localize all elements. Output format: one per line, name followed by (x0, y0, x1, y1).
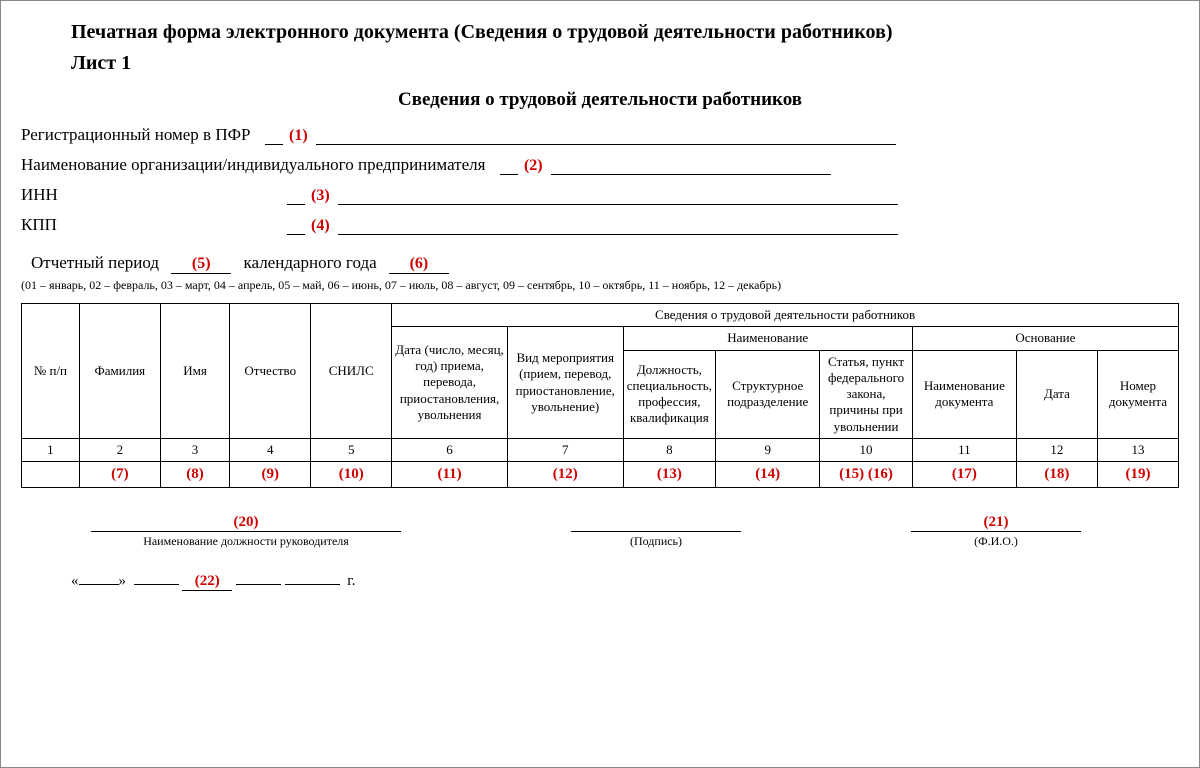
field-reg-number: Регистрационный номер в ПФР (1) (21, 125, 1179, 145)
kpp-label: КПП (21, 215, 281, 235)
marker-22: (22) (182, 573, 232, 591)
col-group-name: Наименование (623, 327, 912, 350)
col-doc-number: Номер документа (1097, 350, 1178, 438)
marker-6: (6) (389, 255, 449, 274)
fio-caption: (Ф.И.О.) (911, 534, 1081, 549)
marker-1: (1) (289, 127, 308, 145)
marker-3: (3) (311, 187, 330, 205)
col-npp: № п/п (22, 304, 80, 439)
marker-20: (20) (91, 514, 401, 532)
col-snils: СНИЛС (311, 304, 392, 439)
col-event-type: Вид мероприятия (прием, перевод, приоста… (507, 327, 623, 439)
main-title: Сведения о трудовой деятельности работни… (21, 89, 1179, 111)
col-name: Имя (160, 304, 229, 439)
marker-2: (2) (524, 157, 543, 175)
marker-9: (9) (230, 462, 311, 488)
marker-11: (11) (392, 462, 508, 488)
col-patronymic: Отчество (230, 304, 311, 439)
marker-8: (8) (160, 462, 229, 488)
field-inn: ИНН (3) (21, 185, 1179, 205)
col-position: Должность, специальность, профессия, ква… (623, 350, 716, 438)
period-label-mid: календарного года (244, 253, 377, 272)
print-form-title: Печатная форма электронного документа (С… (71, 21, 1179, 44)
months-legend: (01 – январь, 02 – февраль, 03 – март, 0… (21, 278, 1179, 293)
employees-table: № п/п Фамилия Имя Отчество СНИЛС Сведени… (21, 303, 1179, 488)
position-caption: Наименование должности руководителя (91, 534, 401, 549)
marker-15-16: (15) (16) (820, 462, 913, 488)
signature-row: (20) Наименование должности руководителя… (21, 514, 1179, 549)
marker-12: (12) (507, 462, 623, 488)
signature-caption: (Подпись) (571, 534, 741, 549)
reg-number-label: Регистрационный номер в ПФР (21, 125, 251, 145)
marker-13: (13) (623, 462, 716, 488)
marker-4: (4) (311, 217, 330, 235)
marker-21: (21) (911, 514, 1081, 532)
field-kpp: КПП (4) (21, 215, 1179, 235)
table-row: (7) (8) (9) (10) (11) (12) (13) (14) (15… (22, 462, 1179, 488)
marker-18: (18) (1016, 462, 1097, 488)
column-numbers-row: 123 456 789 101112 13 (22, 438, 1179, 461)
date-row: «» (22) г. (71, 573, 1179, 591)
col-doc-name: Наименование документа (912, 350, 1016, 438)
col-group-basis: Основание (912, 327, 1178, 350)
col-group-activity: Сведения о трудовой деятельности работни… (392, 304, 1179, 327)
field-org-name: Наименование организации/индивидуального… (21, 155, 1179, 175)
org-name-label: Наименование организации/индивидуального… (21, 155, 485, 175)
marker-17: (17) (912, 462, 1016, 488)
col-department: Структурное подразделение (716, 350, 820, 438)
period-label-left: Отчетный период (31, 253, 159, 272)
marker-7: (7) (79, 462, 160, 488)
signature-line (571, 514, 741, 532)
reporting-period: Отчетный период (5) календарного года (6… (31, 253, 1179, 274)
sheet-label: Лист 1 (71, 52, 1179, 75)
col-surname: Фамилия (79, 304, 160, 439)
marker-5: (5) (171, 255, 231, 274)
marker-10: (10) (311, 462, 392, 488)
inn-label: ИНН (21, 185, 281, 205)
col-date: Дата (число, месяц, год) приема, перевод… (392, 327, 508, 439)
marker-19: (19) (1097, 462, 1178, 488)
marker-14: (14) (716, 462, 820, 488)
col-doc-date: Дата (1016, 350, 1097, 438)
col-law-article: Статья, пункт федерального закона, причи… (820, 350, 913, 438)
